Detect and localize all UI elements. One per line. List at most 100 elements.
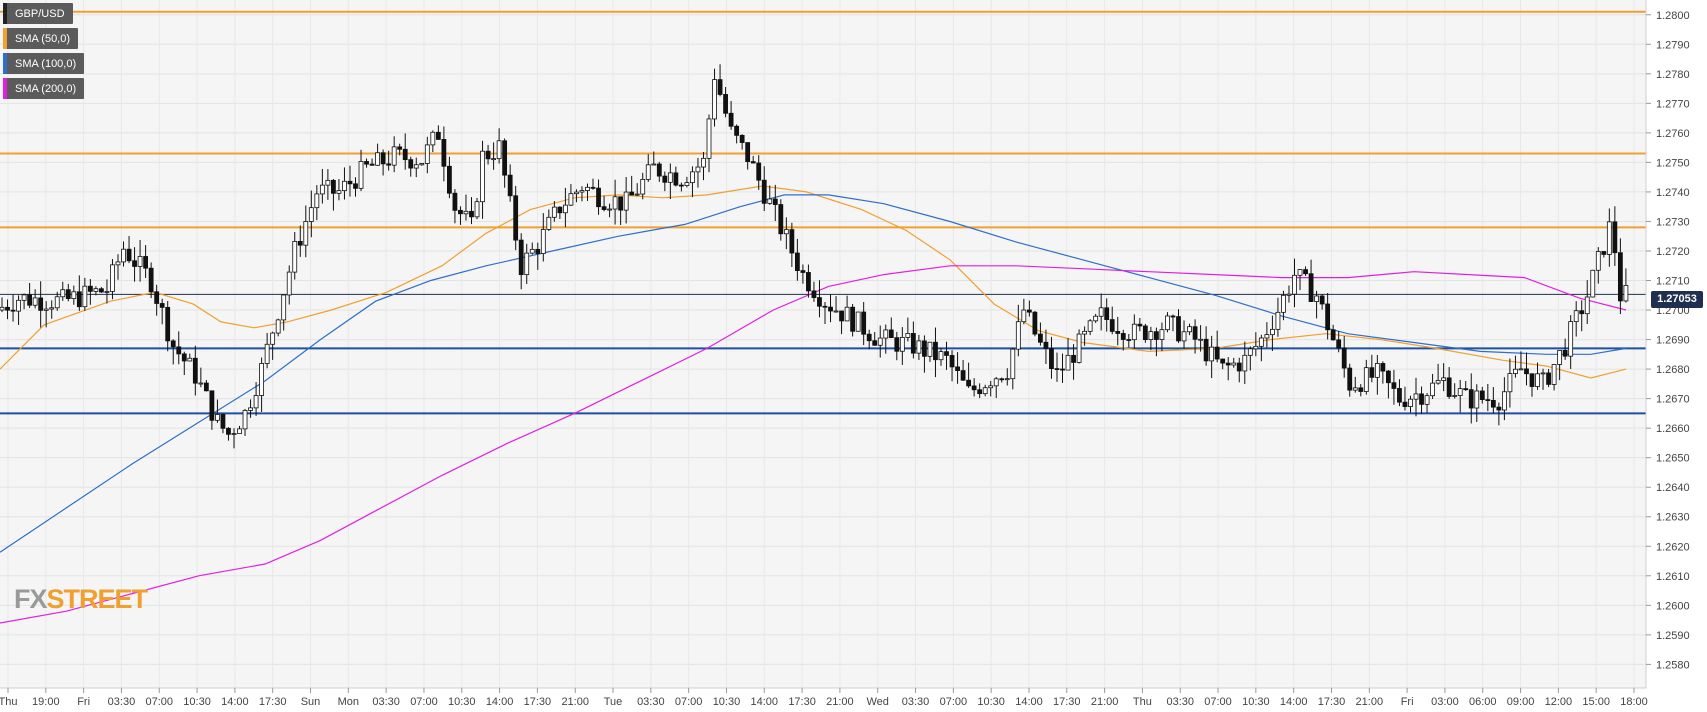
candle-body xyxy=(618,196,624,211)
x-tick-label: 14:00 xyxy=(1015,696,1043,708)
x-tick-label: Fri xyxy=(77,696,90,708)
candle-body xyxy=(1308,273,1314,302)
candle-body xyxy=(16,299,21,312)
candle-body xyxy=(1546,372,1551,385)
candle-body xyxy=(402,148,408,161)
candle-body xyxy=(358,161,364,189)
candle-body xyxy=(955,366,960,371)
candle-body xyxy=(1336,339,1342,349)
y-tick-label: 1.2740 xyxy=(1656,187,1690,199)
candle-body xyxy=(1109,319,1115,332)
candle-body xyxy=(524,252,530,276)
candle-body xyxy=(1513,368,1518,374)
candle-body xyxy=(640,178,646,195)
candle-body xyxy=(154,291,160,304)
x-tick-label: 15:00 xyxy=(1582,696,1610,708)
candle-body xyxy=(1540,372,1546,375)
candle-body xyxy=(1049,348,1054,369)
y-tick-label: 1.2710 xyxy=(1656,276,1690,288)
legend-label: GBP/USD xyxy=(15,7,65,20)
candle-body xyxy=(673,172,679,186)
candle-body xyxy=(1115,331,1121,334)
candle-body xyxy=(1297,269,1303,276)
candle-body xyxy=(496,140,502,160)
candle-body xyxy=(397,146,403,150)
candle-body xyxy=(839,310,844,322)
candle-body xyxy=(65,289,71,299)
x-tick-label: 14:00 xyxy=(1280,696,1308,708)
candle-body xyxy=(198,382,204,385)
candle-body xyxy=(949,355,955,368)
candle-body xyxy=(1198,338,1203,341)
candle-body xyxy=(110,264,115,292)
candle-body xyxy=(1529,373,1535,387)
candle-body xyxy=(772,198,778,205)
candle-body xyxy=(690,171,695,184)
candle-body xyxy=(623,191,629,211)
candle-body xyxy=(1352,387,1358,391)
candle-body xyxy=(529,248,535,254)
y-tick-label: 1.2650 xyxy=(1656,453,1690,465)
candle-body xyxy=(540,229,546,254)
candle-body xyxy=(1286,293,1292,296)
x-tick-label: 17:30 xyxy=(524,696,552,708)
candle-body xyxy=(259,363,265,396)
candle-body xyxy=(1165,315,1170,331)
candle-body xyxy=(761,179,767,204)
candle-body xyxy=(181,353,187,362)
candle-body xyxy=(469,210,474,218)
candle-body xyxy=(369,163,375,166)
candle-body xyxy=(159,303,165,308)
candle-body xyxy=(1535,373,1540,387)
candle-body xyxy=(933,341,938,361)
candle-body xyxy=(176,346,182,355)
candle-body xyxy=(1026,309,1032,313)
candle-body xyxy=(1126,339,1132,341)
candle-body xyxy=(1314,295,1319,302)
candle-body xyxy=(562,204,568,214)
candle-body xyxy=(170,340,176,348)
candle-body xyxy=(684,182,690,186)
x-tick-label: 21:00 xyxy=(561,696,589,708)
candle-body xyxy=(822,305,828,308)
x-tick-label: 03:00 xyxy=(1431,696,1459,708)
candle-body xyxy=(1142,325,1148,341)
x-tick-label: 07:00 xyxy=(675,696,703,708)
candle-body xyxy=(43,308,49,311)
candle-body xyxy=(1010,348,1016,380)
y-tick-label: 1.2600 xyxy=(1656,600,1690,612)
y-tick-label: 1.2610 xyxy=(1656,571,1690,583)
candle-body xyxy=(1043,341,1049,349)
candle-body xyxy=(1501,391,1507,411)
x-tick-label: Tue xyxy=(604,696,623,708)
candle-body xyxy=(850,306,856,332)
candle-body xyxy=(430,131,436,146)
candle-body xyxy=(938,351,944,361)
candle-body xyxy=(187,357,193,362)
candle-body xyxy=(21,294,27,301)
candle-body xyxy=(767,198,773,204)
y-tick-label: 1.2690 xyxy=(1656,335,1690,347)
y-tick-label: 1.2580 xyxy=(1656,659,1690,671)
candle-body xyxy=(1485,399,1491,401)
candle-body xyxy=(231,433,237,435)
chart-legend: GBP/USD SMA (50,0) SMA (100,0) SMA (200,… xyxy=(3,3,85,103)
candle-body xyxy=(811,290,817,298)
candle-body xyxy=(386,163,392,166)
legend-label: SMA (50,0) xyxy=(15,32,71,45)
sma100-line xyxy=(0,194,1627,553)
candle-body xyxy=(1507,373,1513,393)
candle-body xyxy=(1479,390,1485,400)
candle-body xyxy=(546,216,552,230)
candle-body xyxy=(502,140,508,176)
candle-body xyxy=(1093,315,1099,322)
candle-body xyxy=(419,163,425,166)
candle-body xyxy=(717,79,723,95)
candle-body xyxy=(242,410,248,430)
candle-body xyxy=(1236,362,1242,372)
candle-body xyxy=(883,329,889,339)
candle-body xyxy=(800,270,806,273)
candle-body xyxy=(1601,251,1607,255)
y-tick-label: 1.2630 xyxy=(1656,512,1690,524)
candle-body xyxy=(922,340,927,357)
